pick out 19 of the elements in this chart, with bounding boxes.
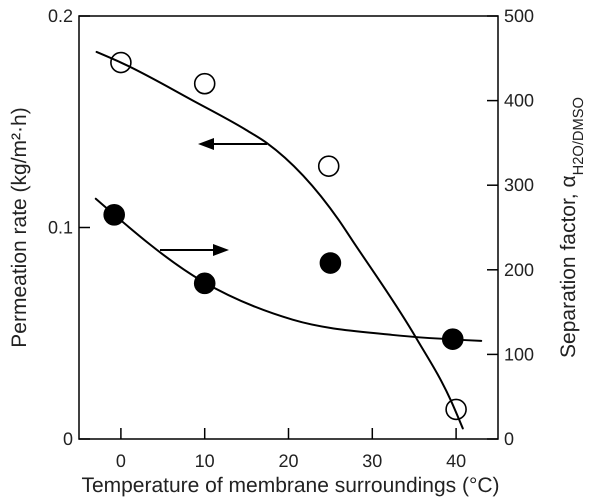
y2-tick-label: 300 [504, 175, 534, 196]
y2-tick-label: 400 [504, 90, 534, 111]
point [320, 252, 342, 274]
y-tick-label: 0.2 [48, 6, 73, 26]
x-tick-label: 30 [362, 451, 382, 471]
x-axis-title: Temperature of membrane surroundings (°C) [81, 474, 500, 497]
x-tick-label: 0 [116, 451, 126, 471]
y2-tick-label: 100 [504, 344, 534, 364]
point [318, 155, 340, 177]
y-tick-label: 0 [62, 429, 73, 449]
x-tick-label: 20 [278, 451, 299, 471]
point [194, 72, 216, 94]
x-tick-label: 40 [446, 451, 466, 471]
y2-tick-label: 500 [504, 6, 534, 26]
y2-tick-label: 200 [504, 260, 534, 280]
y-axis-title: Permeation rate (kg/m²·h) [8, 107, 31, 348]
y-tick-label: 0.1 [48, 218, 73, 238]
x-tick-label: 10 [194, 451, 215, 471]
y2-tick-label: 0 [504, 429, 514, 449]
